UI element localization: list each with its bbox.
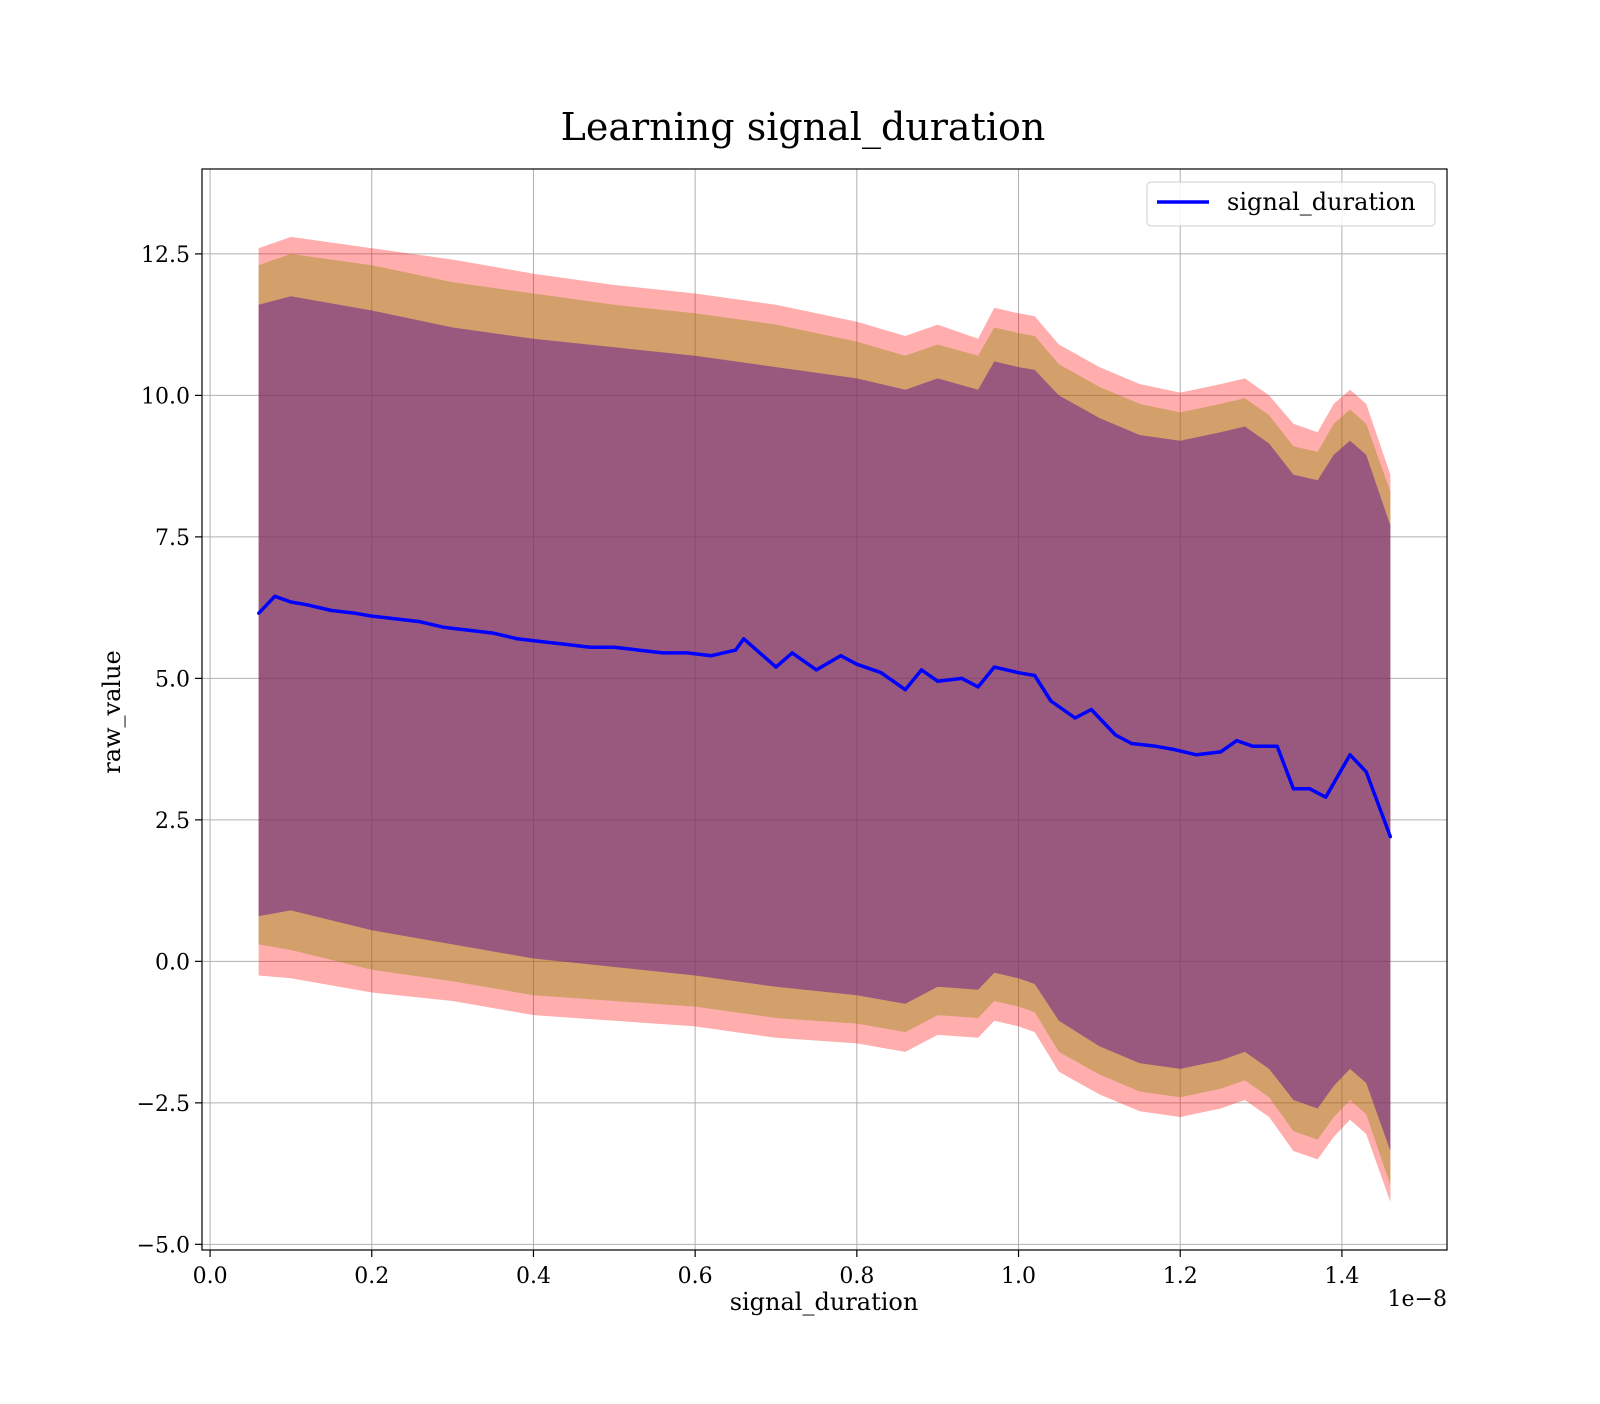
series-point bbox=[515, 637, 519, 641]
series-point bbox=[879, 671, 883, 675]
series-point bbox=[354, 611, 358, 615]
chart-title: Learning signal_duration bbox=[561, 105, 1046, 150]
x-tick-label: 0.8 bbox=[839, 1264, 874, 1289]
series-point bbox=[1016, 671, 1021, 675]
band-inner bbox=[258, 296, 1391, 1151]
series-point bbox=[903, 688, 907, 692]
series-point bbox=[1089, 707, 1093, 712]
series-point bbox=[1170, 747, 1174, 751]
legend-box bbox=[1146, 181, 1436, 227]
series-point bbox=[1154, 744, 1158, 748]
series-point bbox=[257, 611, 261, 615]
line-layer bbox=[257, 594, 1393, 839]
series-point bbox=[370, 614, 374, 618]
x-axis-offset-label: 1e−8 bbox=[1388, 1287, 1447, 1312]
y-tick-label: −5.0 bbox=[137, 1233, 190, 1258]
series-point bbox=[1073, 716, 1077, 720]
y-tick-label: 2.5 bbox=[155, 809, 190, 834]
x-tick-label: 1.0 bbox=[1001, 1264, 1036, 1289]
series-point bbox=[685, 651, 689, 655]
series-point bbox=[855, 662, 859, 666]
series-point bbox=[491, 631, 495, 635]
y-tick-label: 10.0 bbox=[141, 384, 190, 409]
series-point bbox=[919, 668, 924, 672]
series-point bbox=[467, 628, 471, 632]
series-point bbox=[289, 600, 293, 604]
series-point bbox=[839, 654, 843, 658]
legend: signal_duration bbox=[1146, 181, 1436, 227]
y-axis-ticks: −5.0 −2.5 0.0 2.5 5.0 7.5 10.0 12.5 bbox=[137, 243, 202, 1258]
series-point bbox=[661, 651, 665, 655]
series-point bbox=[1324, 795, 1328, 799]
series-point bbox=[1348, 753, 1352, 757]
series-point bbox=[273, 594, 277, 598]
series-point bbox=[742, 637, 746, 641]
legend-label-signal-duration: signal_duration bbox=[1227, 188, 1416, 216]
x-axis-ticks: 0.0 0.2 0.4 0.6 0.8 1.0 1.2 1.4 bbox=[193, 1250, 1359, 1289]
series-point bbox=[1219, 750, 1223, 754]
x-tick-label: 0.2 bbox=[354, 1264, 389, 1289]
series-point bbox=[1364, 770, 1368, 774]
series-point bbox=[1194, 753, 1198, 757]
x-axis-label: signal_duration bbox=[730, 1288, 919, 1316]
series-point bbox=[1033, 673, 1037, 678]
y-axis-label: raw_value bbox=[98, 650, 126, 774]
series-point bbox=[1235, 739, 1239, 743]
y-tick-label: 5.0 bbox=[155, 667, 190, 692]
plot-frame bbox=[201, 168, 1448, 1251]
x-tick-label: 1.2 bbox=[1163, 1264, 1198, 1289]
x-tick-label: 0.0 bbox=[193, 1264, 228, 1289]
series-point bbox=[1275, 744, 1279, 748]
series-point bbox=[305, 603, 309, 607]
series-point bbox=[612, 645, 616, 649]
y-tick-label: 7.5 bbox=[155, 526, 190, 551]
series-point bbox=[960, 676, 964, 681]
band-layer bbox=[258, 236, 1391, 1202]
series-point bbox=[814, 668, 819, 672]
series-point bbox=[539, 640, 544, 644]
series-point bbox=[442, 625, 447, 630]
series-point bbox=[992, 665, 996, 669]
series-point bbox=[936, 679, 940, 683]
series-point bbox=[588, 645, 592, 649]
y-tick-label: −2.5 bbox=[137, 1092, 190, 1117]
series-point bbox=[1388, 835, 1392, 839]
series-point bbox=[1049, 699, 1053, 703]
series-point bbox=[1113, 733, 1118, 737]
series-point bbox=[774, 665, 778, 669]
series-point bbox=[709, 654, 713, 658]
series-point bbox=[1308, 787, 1312, 791]
series-point bbox=[394, 617, 398, 621]
x-tick-label: 0.6 bbox=[678, 1264, 713, 1289]
y-tick-label: 12.5 bbox=[141, 243, 190, 268]
series-point bbox=[637, 648, 641, 652]
series-point bbox=[1251, 744, 1255, 748]
series-point bbox=[564, 642, 568, 647]
y-tick-label: 0.0 bbox=[155, 950, 190, 975]
series-point bbox=[1291, 787, 1295, 791]
series-point bbox=[1130, 741, 1134, 746]
series-point bbox=[418, 620, 422, 624]
series-point bbox=[790, 651, 794, 655]
series-point bbox=[329, 608, 333, 613]
x-tick-label: 1.4 bbox=[1324, 1264, 1359, 1289]
x-tick-label: 0.4 bbox=[516, 1264, 551, 1289]
series-point bbox=[976, 685, 980, 689]
series-point bbox=[734, 648, 738, 652]
